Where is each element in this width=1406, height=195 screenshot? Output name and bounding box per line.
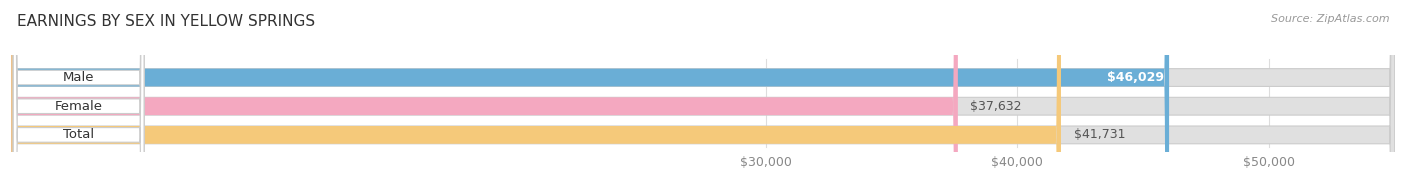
FancyBboxPatch shape — [13, 0, 143, 195]
Text: Male: Male — [63, 71, 94, 84]
Text: Source: ZipAtlas.com: Source: ZipAtlas.com — [1271, 14, 1389, 24]
Text: Total: Total — [63, 128, 94, 141]
FancyBboxPatch shape — [11, 0, 957, 195]
Text: EARNINGS BY SEX IN YELLOW SPRINGS: EARNINGS BY SEX IN YELLOW SPRINGS — [17, 14, 315, 29]
FancyBboxPatch shape — [13, 0, 143, 195]
FancyBboxPatch shape — [11, 0, 1395, 195]
Text: $37,632: $37,632 — [970, 100, 1022, 113]
Text: Female: Female — [55, 100, 103, 113]
FancyBboxPatch shape — [11, 0, 1395, 195]
Text: $41,731: $41,731 — [1074, 128, 1125, 141]
FancyBboxPatch shape — [13, 0, 143, 195]
FancyBboxPatch shape — [11, 0, 1170, 195]
FancyBboxPatch shape — [11, 0, 1395, 195]
Text: $46,029: $46,029 — [1107, 71, 1164, 84]
FancyBboxPatch shape — [11, 0, 1062, 195]
